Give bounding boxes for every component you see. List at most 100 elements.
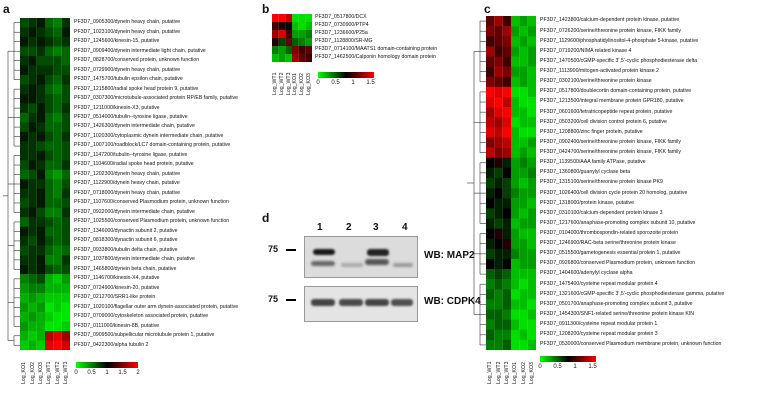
row-label-a: PF3D7_1346000/dynactin subunit 2, putati… <box>74 227 178 234</box>
row-label-a: PF3D7_1107600/conserved Plasmodium prote… <box>74 199 229 206</box>
row-label-c: PF3D7_1321600/cGMP-specific 3',5'-cyclic… <box>540 290 725 297</box>
heatmap-c-cell <box>494 309 503 320</box>
heatmap-a-cell <box>61 198 70 209</box>
heatmap-b-cell <box>278 14 286 23</box>
row-label-a: PF3D7_0422300/alpha tubulin 2 <box>74 341 149 348</box>
heatmap-a-cell <box>61 36 70 47</box>
row-label-a: PF3D7_1007100/roadblock/LC7 domain-conta… <box>74 142 231 149</box>
row-label-a: PF3D7_1147200/tubulin--tyrosine ligase, … <box>74 151 188 158</box>
heatmap-a-cell <box>28 93 37 104</box>
heatmap-a-cell <box>36 141 45 152</box>
heatmap-c-cell <box>527 208 536 219</box>
heatmap-a-cell <box>28 226 37 237</box>
heatmap-c-cell <box>502 56 511 67</box>
column-label-a: Log_WT2 <box>54 361 61 385</box>
heatmap-a-cell <box>45 141 54 152</box>
heatmap-a-cell <box>61 55 70 66</box>
heatmap-c-cell <box>502 188 511 199</box>
heatmap-a-cell <box>45 122 54 133</box>
heatmap-c-cell <box>494 208 503 219</box>
row-label-a: PF3D7_0922000/dynein intermediate chain,… <box>74 208 195 215</box>
heatmap-c-cell <box>494 76 503 88</box>
panel-letter-a: a <box>3 2 10 16</box>
heatmap-c-cell <box>511 258 520 270</box>
heatmap-a-cell <box>61 331 70 341</box>
heatmap-a-cell <box>53 236 62 246</box>
row-label-a: PF3D7_0818300/dynactin subunit 6, putati… <box>74 237 178 244</box>
legend-b-tick: 0.5 <box>331 80 340 86</box>
heatmap-b-cell <box>272 14 279 23</box>
heatmap-a-cell <box>45 65 54 76</box>
heatmap-a-cell <box>28 245 37 256</box>
heatmap-c-cell <box>519 289 528 300</box>
heatmap-c-cell <box>511 177 520 189</box>
heatmap-c-cell <box>511 218 520 229</box>
row-label-c: PF3D7_0719200/NIMA related kinase 4 <box>540 47 632 54</box>
heatmap-c-cell <box>527 117 536 128</box>
heatmap-a-cell <box>61 283 70 294</box>
heatmap-c-cell <box>494 137 503 148</box>
heatmap-a-cell <box>20 236 29 246</box>
heatmap-a-cell <box>20 274 29 284</box>
heatmap-a-cell <box>36 198 45 209</box>
heatmap-c-cell <box>502 96 511 108</box>
heatmap-a-cell <box>20 179 29 190</box>
heatmap-c-cell <box>502 76 511 88</box>
row-label-a: PF3D7_1245600/kinesin-15, putative <box>74 38 160 45</box>
heatmap-a-cell <box>20 198 29 209</box>
legend-b-gradient <box>318 72 374 78</box>
band-cdpk4-lane4 <box>391 299 413 306</box>
heatmap-c-cell <box>494 188 503 199</box>
panel-letter-c: c <box>484 2 491 16</box>
heatmap-c-cell <box>502 319 511 331</box>
heatmap-c-cell <box>486 339 495 350</box>
row-label-a: PF3D7_0111000/kinesin-8B, putative <box>74 322 160 329</box>
panel-letter-b: b <box>262 2 270 16</box>
heatmap-a-cell <box>61 255 70 265</box>
row-label-c: PF3D7_0726200/serine/threonine protein k… <box>540 27 682 34</box>
heatmap-a-cell <box>28 160 37 171</box>
heatmap-a-cell <box>36 245 45 256</box>
heatmap-c-cell <box>511 76 520 88</box>
heatmap-c-cell <box>527 127 536 138</box>
heatmap-c-cell <box>527 96 536 108</box>
heatmap-c-cell <box>486 238 495 250</box>
row-label-c: PF3D7_0515500/gametogenesis essential pr… <box>540 250 681 257</box>
heatmap-a-cell <box>53 340 62 350</box>
heatmap-b-cell <box>305 14 312 23</box>
heatmap-c-cell <box>527 177 536 189</box>
heatmap-c-cell <box>527 299 536 310</box>
legend-a-tick: 1.5 <box>118 370 127 376</box>
heatmap-a-cell <box>28 207 37 218</box>
row-label-a: PF3D7_1020100/flagellar outer arm dynein… <box>74 303 239 310</box>
heatmap-a-cell <box>61 207 70 218</box>
heatmap-c-cell <box>511 157 520 169</box>
heatmap-c-cell <box>494 36 503 47</box>
heatmap-c-cell <box>511 319 520 331</box>
column-label-a: Log_WT3 <box>62 361 69 385</box>
heatmap-b-cell <box>278 38 286 47</box>
row-label-a: PF3D7_0905300/dynein heavy chain, putati… <box>74 19 181 26</box>
row-label-c: PF3D7_1026400/cell division cycle protei… <box>540 189 688 196</box>
heatmap-c-cell <box>502 339 511 350</box>
heatmap-c-cell <box>519 269 528 280</box>
heatmap-a-cell <box>28 55 37 66</box>
heatmap-c-cell <box>527 228 536 239</box>
heatmap-c-cell <box>511 329 520 341</box>
heatmap-a-cell <box>36 226 45 237</box>
heatmap-c-cell <box>511 96 520 108</box>
heatmap-c-cell <box>486 76 495 88</box>
column-label-c: Log_WT1 <box>487 361 494 385</box>
heatmap-c-cell <box>494 147 503 158</box>
column-label-a: Log_KO2 <box>29 362 36 384</box>
heatmap-a-cell <box>36 112 45 123</box>
heatmap-c-cell <box>486 218 495 229</box>
heatmap-a-cell <box>20 27 29 38</box>
heatmap-b-cell <box>292 14 299 23</box>
heatmap-c-cell <box>502 16 511 27</box>
heatmap-a-cell <box>53 188 62 199</box>
row-label-a: PF3D7_0729900/dynein heavy chain, putati… <box>74 66 181 73</box>
heatmap-a-cell <box>61 302 70 313</box>
heatmap-c-cell <box>511 16 520 27</box>
lane-label-4: 4 <box>402 222 408 233</box>
